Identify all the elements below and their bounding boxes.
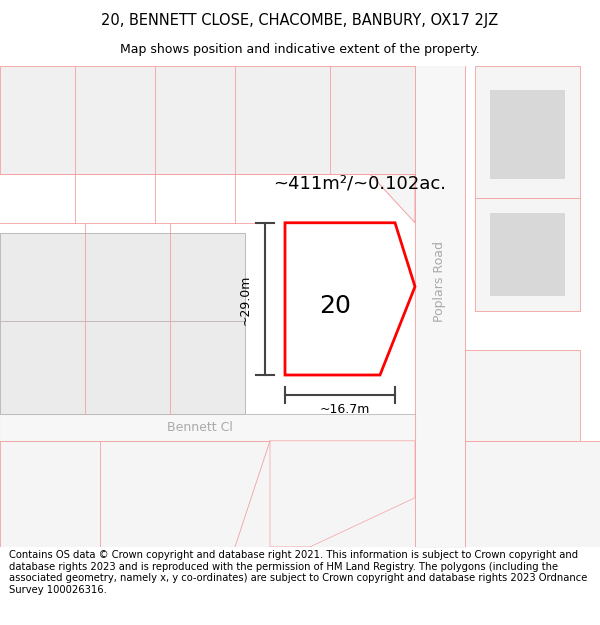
Polygon shape [465,351,580,441]
Text: Poplars Road: Poplars Road [433,241,446,322]
Polygon shape [0,66,415,174]
Polygon shape [0,441,415,547]
Polygon shape [490,213,565,296]
Text: Map shows position and indicative extent of the property.: Map shows position and indicative extent… [120,42,480,56]
Text: 20: 20 [319,294,351,318]
Text: Contains OS data © Crown copyright and database right 2021. This information is : Contains OS data © Crown copyright and d… [9,550,587,595]
Polygon shape [292,228,340,267]
Polygon shape [292,272,340,306]
Polygon shape [465,441,600,547]
Text: 20, BENNETT CLOSE, CHACOMBE, BANBURY, OX17 2JZ: 20, BENNETT CLOSE, CHACOMBE, BANBURY, OX… [101,13,499,28]
Polygon shape [270,66,415,222]
Text: ~16.7m: ~16.7m [320,403,370,416]
Polygon shape [490,90,565,179]
Polygon shape [285,222,415,375]
Text: ~29.0m: ~29.0m [239,274,251,324]
Polygon shape [475,66,580,198]
Polygon shape [475,198,580,311]
Polygon shape [270,441,415,547]
Text: ~411m²/~0.102ac.: ~411m²/~0.102ac. [274,174,446,192]
Polygon shape [0,232,245,414]
Text: Bennett Cl: Bennett Cl [167,421,233,434]
